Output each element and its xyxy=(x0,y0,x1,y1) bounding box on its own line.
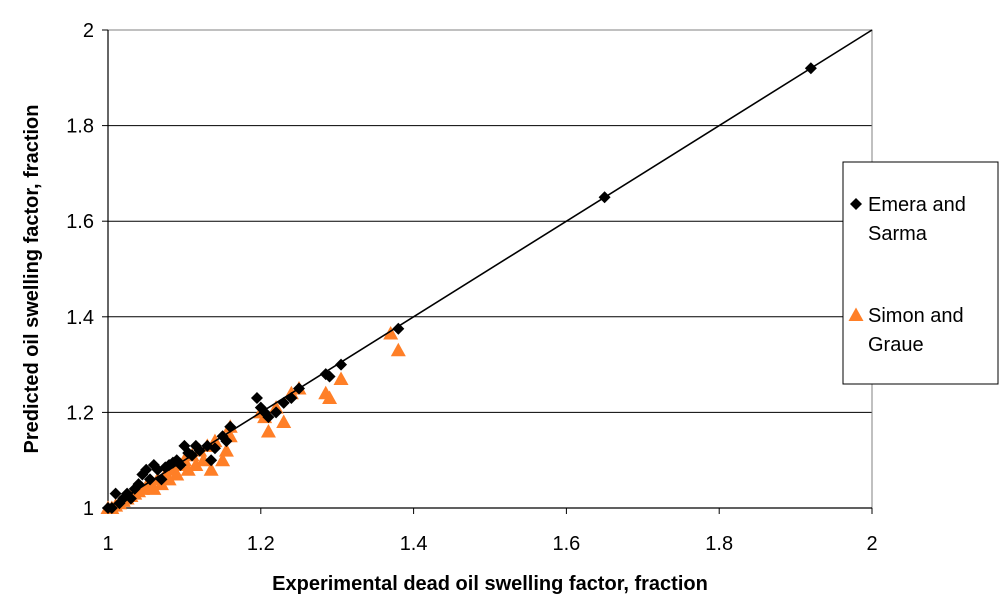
legend-label: Sarma xyxy=(868,223,928,245)
legend-entry: Simon and Graue xyxy=(848,305,964,356)
data-point-emera-sarma xyxy=(220,435,233,448)
y-tick-label: 1.2 xyxy=(66,402,94,424)
x-tick-label: 1.2 xyxy=(247,533,275,555)
reference-line xyxy=(107,29,873,509)
data-point-simon-graue xyxy=(333,371,349,385)
data-point-emera-sarma xyxy=(335,358,348,371)
data-point-simon-graue xyxy=(260,424,276,438)
x-tick-label: 1.4 xyxy=(400,533,428,555)
y-tick-label: 1.4 xyxy=(66,307,94,329)
legend-entry: Emera and Sarma xyxy=(850,194,966,245)
data-point-emera-sarma xyxy=(140,463,153,476)
data-point-simon-graue xyxy=(203,462,219,476)
legend: Emera and Sarma Simon and Graue xyxy=(842,161,999,385)
data-point-simon-graue xyxy=(146,481,162,495)
x-tick-label: 1 xyxy=(102,533,113,555)
legend-label: Emera and xyxy=(868,194,966,216)
y-tick-label: 1 xyxy=(83,498,94,520)
data-point-emera-sarma xyxy=(392,322,405,335)
data-points xyxy=(100,62,817,514)
data-point-emera-sarma xyxy=(323,370,336,383)
data-point-simon-graue xyxy=(390,342,406,357)
data-point-emera-sarma xyxy=(250,392,263,405)
x-tick-label: 1.6 xyxy=(552,533,580,555)
y-tick-labels: 1 1.2 1.4 1.6 1.8 2 xyxy=(66,20,94,520)
y-tick-label: 1.6 xyxy=(66,211,94,233)
x-axis-title: Experimental dead oil swelling factor, f… xyxy=(272,573,708,595)
x-tick-label: 1.8 xyxy=(705,533,733,555)
legend-label: Graue xyxy=(868,334,924,356)
data-point-simon-graue xyxy=(383,326,399,340)
y-axis-title: Predicted oil swelling factor, fraction xyxy=(21,105,43,454)
data-point-simon-graue xyxy=(169,467,185,481)
y-tick-label: 1.8 xyxy=(66,116,94,138)
data-point-emera-sarma xyxy=(270,406,283,419)
data-point-simon-graue xyxy=(161,471,177,486)
data-point-simon-graue xyxy=(188,457,204,471)
data-point-emera-sarma xyxy=(109,487,122,500)
legend-marker xyxy=(850,198,862,210)
data-point-emera-sarma xyxy=(262,411,275,424)
data-point-emera-sarma xyxy=(105,502,118,514)
legend-label: Simon and xyxy=(868,305,964,327)
data-point-simon-graue xyxy=(196,452,211,467)
y-tick-label: 2 xyxy=(83,20,94,42)
data-point-emera-sarma xyxy=(144,473,157,486)
data-point-emera-sarma xyxy=(174,458,187,471)
legend-marker xyxy=(848,307,864,321)
legend-box xyxy=(842,161,999,385)
data-point-simon-graue xyxy=(218,443,234,457)
x-tick-labels: 1 1.2 1.4 1.6 1.8 2 xyxy=(102,533,877,555)
data-point-simon-graue xyxy=(180,462,196,476)
x-tick-label: 2 xyxy=(866,533,877,555)
data-point-emera-sarma xyxy=(121,487,134,500)
data-point-simon-graue xyxy=(322,390,338,405)
data-point-simon-graue xyxy=(276,414,292,428)
data-point-emera-sarma xyxy=(208,442,221,455)
data-point-emera-sarma xyxy=(205,454,218,467)
data-point-simon-graue xyxy=(215,452,231,467)
